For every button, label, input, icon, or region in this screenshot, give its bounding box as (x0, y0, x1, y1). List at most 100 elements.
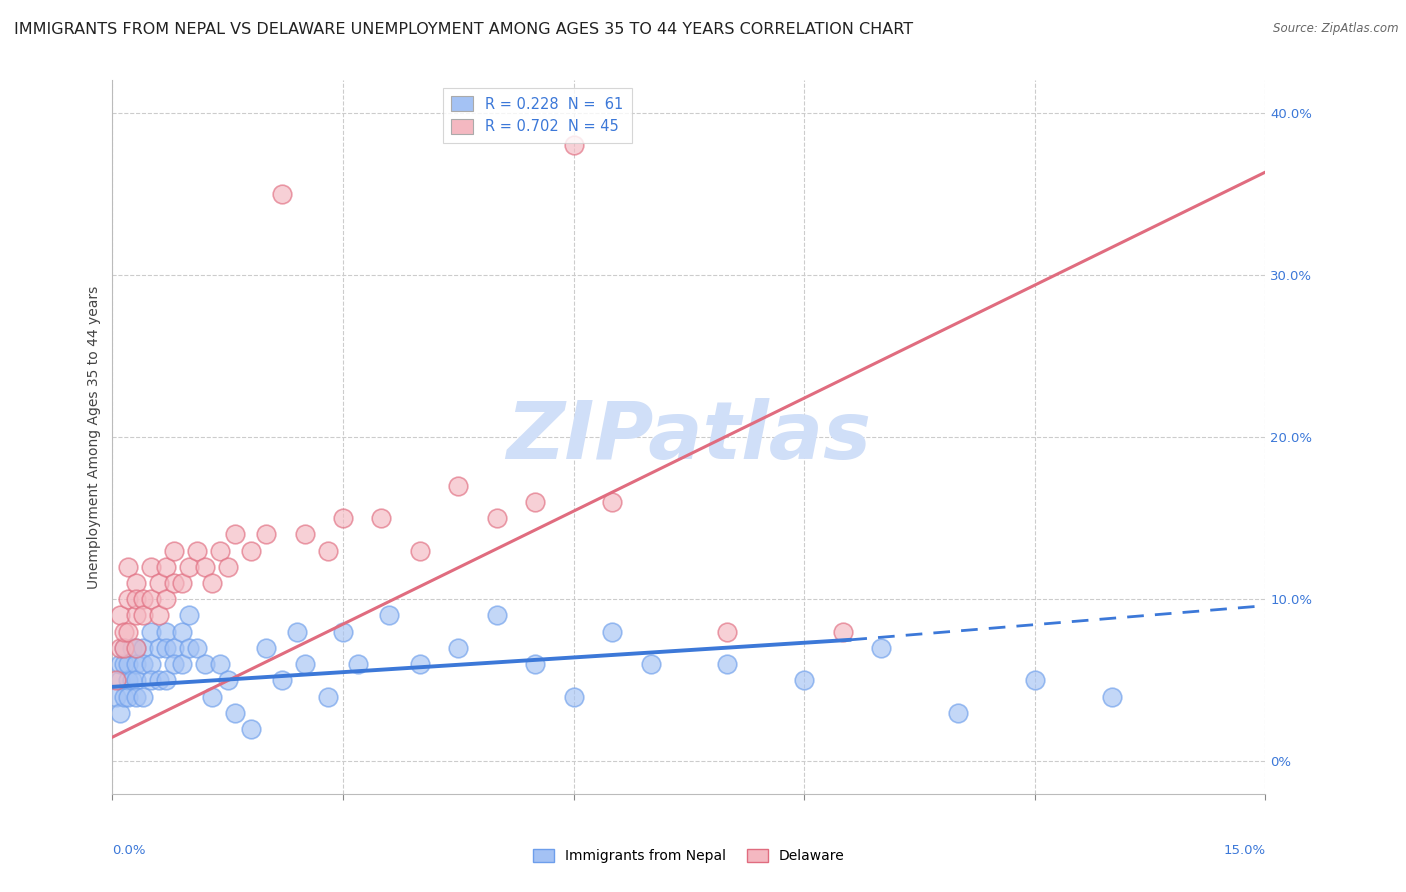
Point (332, 511, 354, 525)
Point (148, 576, 170, 591)
Point (112, 657, 135, 672)
Point (117, 673, 139, 688)
Point (1024, 673, 1046, 688)
Point (316, 543, 339, 558)
Point (716, 624, 738, 639)
Point (132, 592, 155, 607)
Point (117, 690, 139, 704)
Point (105, 673, 128, 688)
Point (209, 657, 232, 672)
Text: Source: ZipAtlas.com: Source: ZipAtlas.com (1274, 22, 1399, 36)
Point (139, 592, 162, 607)
Point (793, 673, 815, 688)
Point (121, 640, 143, 655)
Point (239, 722, 262, 736)
Point (155, 559, 177, 574)
Point (447, 640, 470, 655)
Point (124, 592, 146, 607)
Point (170, 657, 193, 672)
Point (132, 657, 155, 672)
Point (124, 640, 146, 655)
Point (170, 576, 193, 591)
Point (132, 608, 155, 623)
Point (270, 186, 292, 201)
Point (332, 624, 354, 639)
Point (108, 673, 131, 688)
Point (163, 657, 186, 672)
Point (600, 495, 623, 509)
Point (179, 608, 201, 623)
Point (148, 608, 170, 623)
Point (132, 690, 155, 704)
Point (316, 690, 339, 704)
Point (112, 640, 135, 655)
Point (224, 706, 246, 720)
Point (108, 608, 131, 623)
Point (117, 592, 139, 607)
Point (224, 527, 246, 541)
Point (294, 657, 316, 672)
Point (201, 690, 224, 704)
Point (186, 640, 208, 655)
Point (294, 527, 316, 541)
Point (716, 657, 738, 672)
Point (378, 608, 401, 623)
Point (194, 559, 217, 574)
Point (108, 640, 131, 655)
Point (194, 657, 217, 672)
Point (201, 576, 224, 591)
Point (112, 690, 135, 704)
Point (254, 527, 277, 541)
Point (447, 479, 470, 493)
Point (285, 624, 308, 639)
Point (139, 673, 162, 688)
Point (254, 640, 277, 655)
Point (108, 657, 131, 672)
Point (139, 624, 162, 639)
Point (112, 640, 135, 655)
Point (124, 690, 146, 704)
Point (108, 706, 131, 720)
Point (870, 640, 893, 655)
Point (139, 657, 162, 672)
Point (217, 673, 239, 688)
Point (124, 576, 146, 591)
Point (124, 640, 146, 655)
Legend: R = 0.228  N =  61, R = 0.702  N = 45: R = 0.228 N = 61, R = 0.702 N = 45 (443, 87, 631, 143)
Point (124, 608, 146, 623)
Point (562, 690, 585, 704)
Point (155, 624, 177, 639)
Point (217, 559, 239, 574)
Point (1101, 690, 1123, 704)
Point (186, 543, 208, 558)
Point (163, 640, 186, 655)
Point (409, 657, 432, 672)
Point (132, 640, 155, 655)
Point (105, 690, 128, 704)
Point (155, 673, 177, 688)
Text: 0.0%: 0.0% (112, 844, 146, 857)
Point (485, 511, 508, 525)
Point (409, 543, 432, 558)
Point (831, 624, 853, 639)
Point (121, 673, 143, 688)
Text: 15.0%: 15.0% (1223, 844, 1265, 857)
Point (270, 673, 292, 688)
Point (124, 673, 146, 688)
Point (148, 640, 170, 655)
Point (239, 543, 262, 558)
Point (117, 559, 139, 574)
Point (179, 559, 201, 574)
Point (117, 657, 139, 672)
Point (209, 543, 232, 558)
Point (347, 657, 370, 672)
Y-axis label: Unemployment Among Ages 35 to 44 years: Unemployment Among Ages 35 to 44 years (87, 285, 101, 589)
Point (124, 657, 146, 672)
Point (562, 138, 585, 153)
Text: IMMIGRANTS FROM NEPAL VS DELAWARE UNEMPLOYMENT AMONG AGES 35 TO 44 YEARS CORRELA: IMMIGRANTS FROM NEPAL VS DELAWARE UNEMPL… (14, 22, 912, 37)
Point (370, 511, 392, 525)
Point (600, 624, 623, 639)
Point (179, 640, 201, 655)
Point (155, 640, 177, 655)
Point (163, 543, 186, 558)
